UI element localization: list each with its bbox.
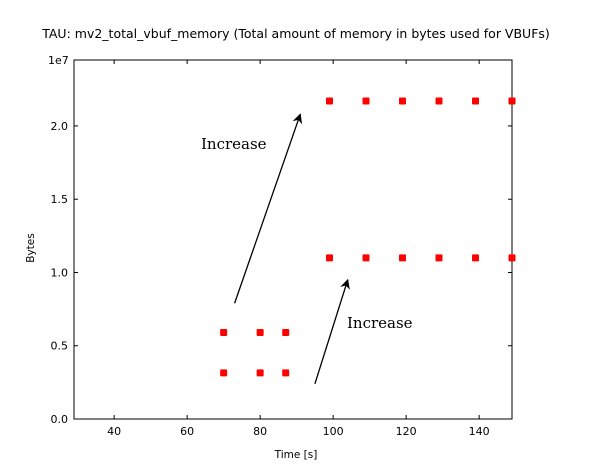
data-point bbox=[472, 97, 479, 105]
data-point bbox=[508, 97, 516, 105]
annotation-label: Increase bbox=[201, 135, 267, 153]
x-axis-label: Time [s] bbox=[274, 449, 318, 461]
annotation-arrow bbox=[314, 278, 350, 385]
data-point bbox=[472, 254, 479, 262]
data-point bbox=[362, 254, 370, 262]
data-point bbox=[220, 329, 228, 337]
x-tick-label: 80 bbox=[253, 425, 267, 438]
y-tick-label: 0.5 bbox=[51, 340, 69, 353]
data-point bbox=[399, 254, 406, 262]
data-point bbox=[282, 329, 290, 337]
x-tick-label: 40 bbox=[107, 425, 121, 438]
annotation-arrow bbox=[233, 113, 303, 304]
y-tick-label: 1.0 bbox=[51, 266, 69, 279]
data-point bbox=[220, 369, 228, 377]
x-axis-ticks: 40 60 80 100 120 140 bbox=[107, 60, 490, 438]
y-axis-label: Bytes bbox=[25, 233, 37, 262]
data-point bbox=[326, 254, 333, 262]
data-point bbox=[435, 254, 443, 262]
x-tick-label: 100 bbox=[323, 425, 344, 438]
x-tick-label: 140 bbox=[469, 425, 490, 438]
y-offset-label: 1e7 bbox=[48, 54, 69, 67]
y-axis-ticks: 0.0 0.5 1.0 1.5 2.0 bbox=[51, 120, 512, 426]
data-point bbox=[256, 369, 264, 377]
x-tick-label: 60 bbox=[180, 425, 194, 438]
data-point bbox=[256, 329, 264, 337]
y-tick-label: 2.0 bbox=[51, 120, 69, 133]
annotations: Increase Increase bbox=[201, 113, 413, 385]
data-points bbox=[220, 97, 516, 377]
data-point bbox=[508, 254, 516, 262]
data-point bbox=[362, 97, 370, 105]
y-tick-label: 1.5 bbox=[51, 193, 69, 206]
data-point bbox=[399, 97, 406, 105]
plot-frame bbox=[73, 59, 513, 420]
chart-title: TAU: mv2_total_vbuf_memory (Total amount… bbox=[41, 26, 550, 41]
x-tick-label: 120 bbox=[396, 425, 417, 438]
y-tick-label: 0.0 bbox=[51, 413, 69, 426]
data-point bbox=[435, 97, 443, 105]
data-point bbox=[326, 97, 333, 105]
annotation-label: Increase bbox=[347, 314, 413, 332]
data-point bbox=[282, 369, 290, 377]
